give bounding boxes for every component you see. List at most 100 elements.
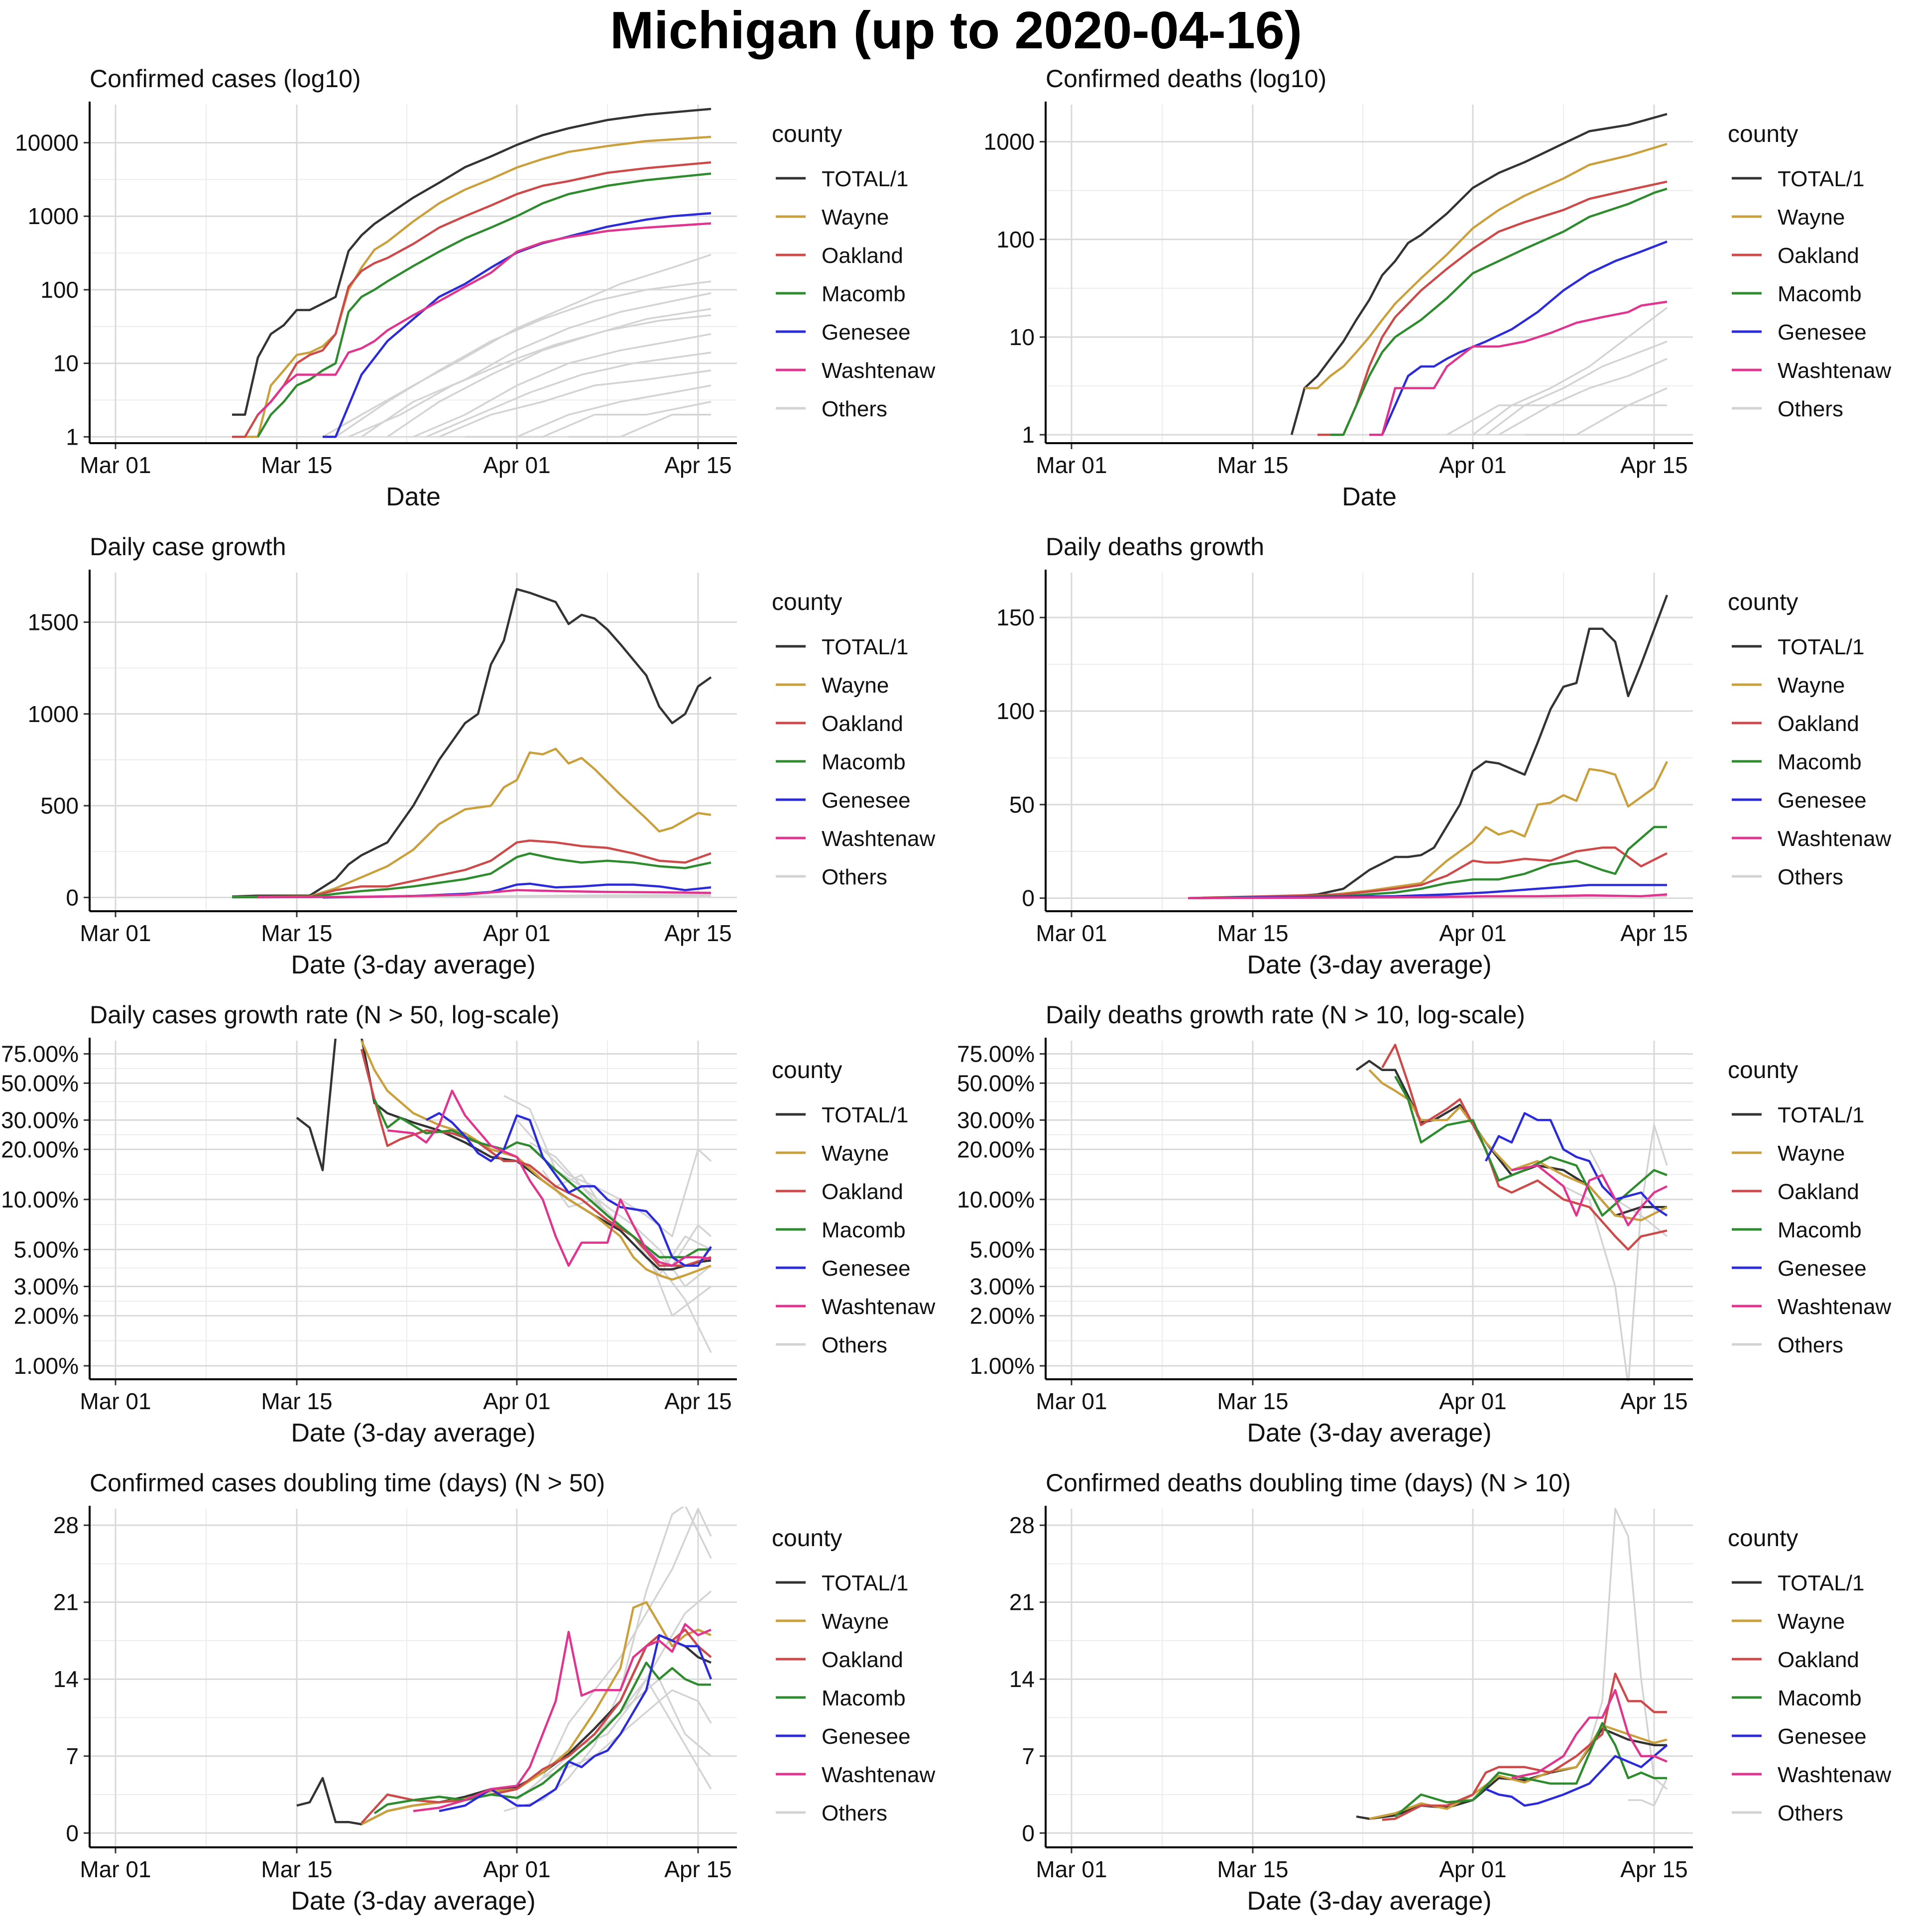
chart-title: Confirmed deaths (log10) bbox=[1046, 65, 1326, 93]
x-axis-label: Date bbox=[1342, 483, 1397, 511]
series-line-washtenaw bbox=[1511, 1164, 1668, 1226]
legend-title: county bbox=[1728, 1525, 1798, 1552]
series-line-genesee bbox=[425, 1112, 712, 1267]
series-line-genesee bbox=[323, 212, 712, 438]
legend-label-genesee: Genesee bbox=[822, 320, 911, 345]
series-lines bbox=[1355, 1044, 1668, 1381]
chart-cases-growth-rate: 1.00% 2.00% 3.00% 5.00% 10.00% 20.00% 30.00% 50… bbox=[0, 996, 956, 1464]
legend-label-oakland: Oakland bbox=[822, 243, 903, 268]
legend-label-washtenaw: Washtenaw bbox=[1778, 827, 1891, 851]
legend-label-oakland: Oakland bbox=[822, 1648, 903, 1672]
legend-label-genesee: Genesee bbox=[1778, 1256, 1867, 1281]
major-gridlines: 1 10 100 1000 10000 Mar 01 Mar 15 Apr 01 Apr 15 bbox=[15, 105, 737, 478]
series-line-genesee bbox=[1188, 884, 1667, 899]
legend-label-total-1: TOTAL/1 bbox=[822, 167, 908, 191]
chart-svg: 0 500 1000 1500 Mar 01 Mar 15 Apr 01 Apr 15 Dail… bbox=[28, 533, 936, 979]
series-line-others bbox=[542, 1689, 712, 1779]
series-line-others bbox=[439, 369, 712, 438]
y-tick-label: 1.00% bbox=[970, 1353, 1035, 1379]
axes bbox=[1045, 102, 1693, 444]
series-lines bbox=[232, 588, 712, 899]
y-tick-label: 2.00% bbox=[970, 1303, 1035, 1328]
series-line-macomb bbox=[232, 852, 712, 899]
legend-label-oakland: Oakland bbox=[1778, 712, 1859, 736]
series-line-oakland bbox=[1188, 846, 1668, 899]
series-line-others bbox=[335, 280, 712, 438]
series-line-others bbox=[529, 1141, 712, 1288]
series-line-genesee bbox=[1485, 1744, 1668, 1807]
chart-title: Confirmed cases doubling time (days) (N … bbox=[90, 1469, 605, 1497]
axes bbox=[1045, 1038, 1693, 1380]
legend-label-washtenaw: Washtenaw bbox=[822, 1295, 935, 1319]
series-line-total-1 bbox=[296, 1039, 712, 1271]
x-tick-label: Apr 01 bbox=[1439, 1856, 1507, 1882]
minor-gridlines bbox=[1046, 1509, 1693, 1847]
chart-title: Daily deaths growth bbox=[1046, 533, 1264, 561]
y-tick-label: 20.00% bbox=[957, 1136, 1035, 1162]
x-tick-label: Mar 01 bbox=[1036, 920, 1107, 946]
y-tick-label: 14 bbox=[1009, 1666, 1035, 1692]
series-line-oakland bbox=[232, 839, 712, 898]
chart-title: Daily deaths growth rate (N > 10, log-sc… bbox=[1046, 1001, 1525, 1029]
x-tick-label: Apr 01 bbox=[483, 1388, 551, 1414]
series-line-oakland bbox=[232, 161, 712, 438]
legend-label-wayne: Wayne bbox=[822, 1141, 889, 1166]
y-tick-label: 3.00% bbox=[14, 1274, 79, 1300]
axes bbox=[89, 1506, 737, 1848]
legend-label-wayne: Wayne bbox=[822, 1609, 889, 1634]
series-line-washtenaw bbox=[1369, 300, 1668, 436]
legend-label-oakland: Oakland bbox=[822, 1180, 903, 1204]
legend-label-total-1: TOTAL/1 bbox=[1778, 167, 1864, 191]
minor-gridlines bbox=[1046, 105, 1693, 443]
legend-label-washtenaw: Washtenaw bbox=[1778, 1763, 1891, 1787]
legend-label-others: Others bbox=[822, 1333, 887, 1357]
y-tick-label: 21 bbox=[53, 1589, 79, 1615]
x-tick-label: Apr 01 bbox=[1439, 1388, 1507, 1414]
chart-svg: 1 10 100 1000 Mar 01 Mar 15 Apr 01 Apr 15 Confir… bbox=[984, 65, 1892, 511]
x-tick-label: Apr 01 bbox=[1439, 920, 1507, 946]
legend-label-total-1: TOTAL/1 bbox=[822, 635, 908, 659]
y-tick-label: 2.00% bbox=[14, 1303, 79, 1328]
legend: county TOTAL/1 Wayne Oakland Macomb Genesee Wa… bbox=[1728, 1525, 1891, 1825]
chart-title: Confirmed cases (log10) bbox=[90, 65, 361, 93]
x-tick-label: Mar 15 bbox=[261, 1856, 332, 1882]
series-line-wayne bbox=[232, 747, 712, 898]
legend-label-others: Others bbox=[1778, 865, 1843, 889]
x-tick-label: Mar 15 bbox=[1217, 1856, 1288, 1882]
chart-svg: 1 10 100 1000 10000 Mar 01 Mar 15 Apr 01 Apr 15 C… bbox=[15, 65, 935, 511]
series-line-wayne bbox=[1368, 1069, 1668, 1221]
series-line-others bbox=[387, 308, 712, 438]
y-tick-label: 0 bbox=[66, 884, 79, 910]
major-gridlines: 1.00% 2.00% 3.00% 5.00% 10.00% 20.00% 30.00% 50… bbox=[957, 1041, 1693, 1414]
page-title: Michigan (up to 2020-04-16) bbox=[609, 1, 1303, 60]
y-tick-label: 1000 bbox=[28, 701, 79, 727]
series-line-others bbox=[1485, 341, 1668, 436]
minor-gridlines bbox=[90, 1509, 737, 1847]
series-line-oakland bbox=[1381, 1044, 1668, 1251]
y-tick-label: 1000 bbox=[984, 129, 1035, 155]
axes bbox=[89, 570, 737, 912]
y-tick-label: 75.00% bbox=[957, 1041, 1035, 1067]
major-gridlines: 1 10 100 1000 Mar 01 Mar 15 Apr 01 Apr 15 bbox=[984, 105, 1693, 478]
chart-confirmed-cases: 1 10 100 1000 10000 Mar 01 Mar 15 Apr 01 Apr 15 C… bbox=[0, 60, 956, 528]
legend-label-wayne: Wayne bbox=[1778, 1609, 1845, 1634]
legend-title: county bbox=[772, 1525, 842, 1552]
legend-label-macomb: Macomb bbox=[1778, 750, 1862, 774]
chart-svg: 1.00% 2.00% 3.00% 5.00% 10.00% 20.00% 30.00% 50… bbox=[1, 1001, 935, 1448]
legend-label-wayne: Wayne bbox=[822, 205, 889, 230]
series-line-washtenaw bbox=[257, 222, 712, 416]
series-line-genesee bbox=[1381, 241, 1668, 436]
legend-label-oakland: Oakland bbox=[1778, 1648, 1859, 1672]
x-tick-label: Mar 01 bbox=[1036, 1388, 1107, 1414]
y-tick-label: 100 bbox=[40, 277, 79, 303]
legend-label-macomb: Macomb bbox=[822, 282, 906, 306]
series-lines bbox=[232, 108, 712, 438]
y-tick-label: 100 bbox=[996, 698, 1035, 724]
series-lines bbox=[1188, 595, 1669, 899]
y-tick-label: 0 bbox=[66, 1820, 79, 1846]
series-line-washtenaw bbox=[257, 889, 712, 899]
series-line-others bbox=[1472, 307, 1668, 436]
series-line-washtenaw bbox=[387, 1089, 712, 1267]
series-line-others bbox=[413, 333, 712, 438]
legend-label-oakland: Oakland bbox=[1778, 243, 1859, 268]
